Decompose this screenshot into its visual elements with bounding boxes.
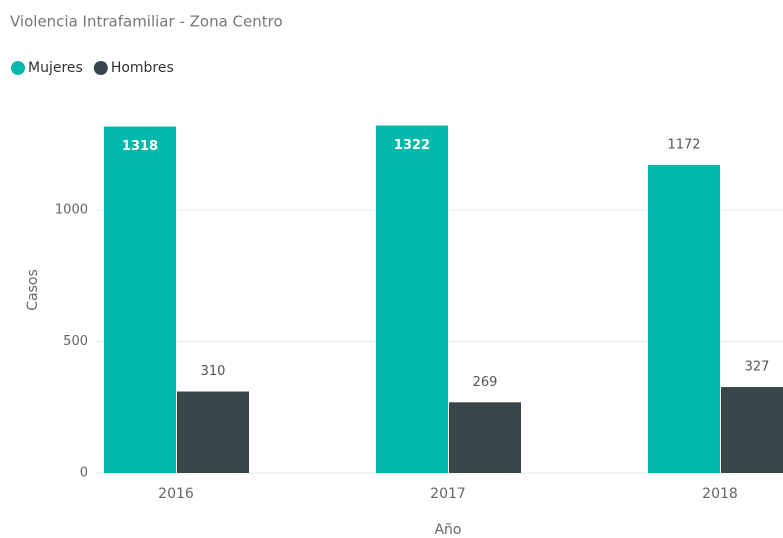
chart-title: Violencia Intrafamiliar - Zona Centro [10,13,283,31]
bar [177,391,249,473]
data-label: 269 [473,375,498,390]
legend-label: Hombres [111,60,174,76]
y-tick-label: 1000 [55,203,88,218]
data-label: 1172 [667,137,700,152]
bar [721,387,783,473]
bar [104,126,176,473]
y-tick-label: 0 [80,466,88,481]
bar [376,125,448,473]
y-tick-label: 500 [63,334,88,349]
x-axis-label: Año [434,522,461,538]
x-tick-label: 2016 [158,486,194,502]
bar [449,402,521,473]
data-label: 327 [745,360,770,375]
legend-marker [93,61,108,75]
x-tick-label: 2018 [702,486,738,502]
data-label: 1318 [122,139,158,154]
legend-marker [11,61,25,75]
x-tick-label: 2017 [430,486,466,502]
bar [648,164,720,473]
data-label: 1322 [394,138,430,153]
legend-label: Mujeres [28,60,83,76]
y-axis-label: Casos [25,269,41,311]
data-label: 310 [201,364,226,379]
